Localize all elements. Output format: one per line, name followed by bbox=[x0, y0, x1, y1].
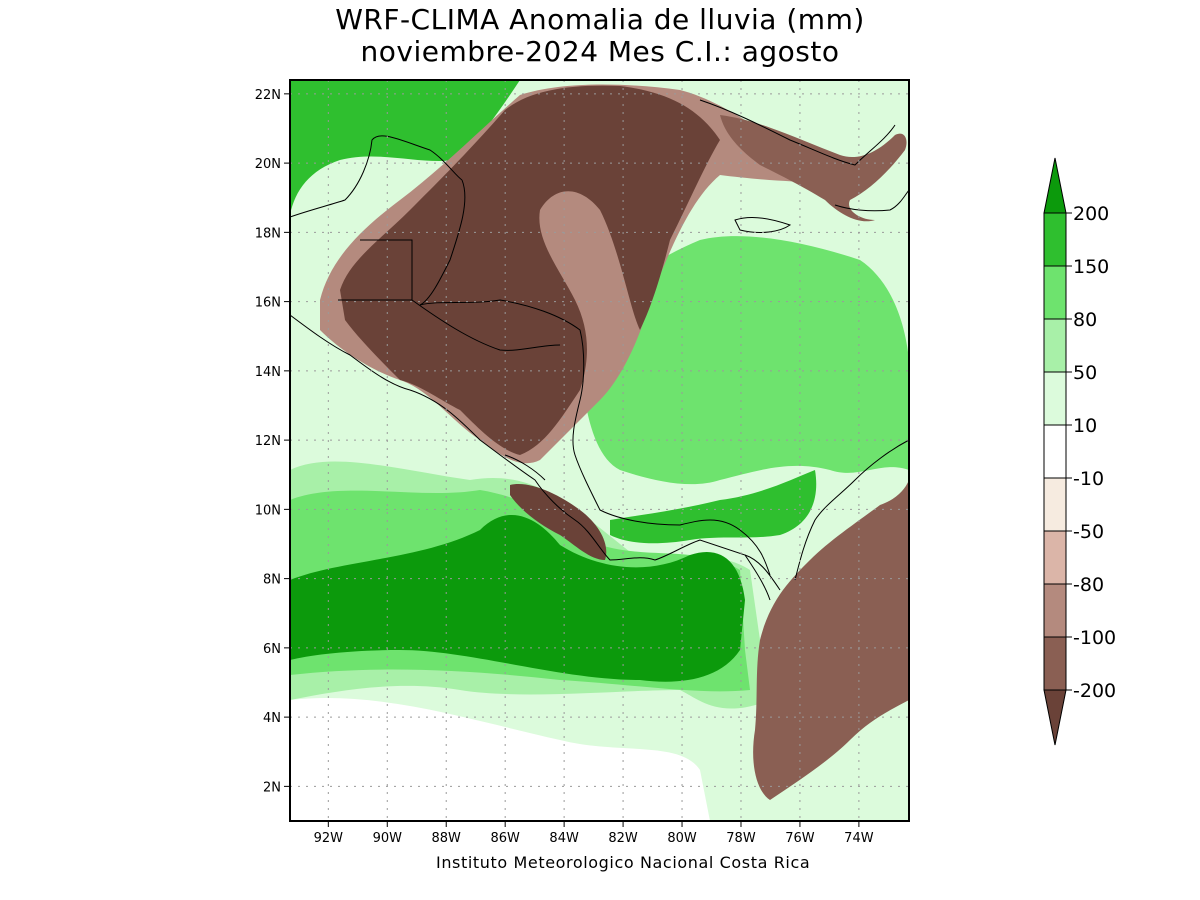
lon-tick-label: 82W bbox=[608, 831, 638, 846]
colorbar-label: -50 bbox=[1073, 521, 1104, 543]
graticule bbox=[290, 80, 909, 821]
coastline bbox=[290, 99, 909, 601]
lon-tick-label: 80W bbox=[667, 831, 697, 846]
colorbar-bin bbox=[1043, 318, 1067, 373]
lat-tick-label: 18N bbox=[255, 226, 281, 241]
lat-tick-label: 10N bbox=[255, 503, 281, 518]
lon-tick-label: 92W bbox=[314, 831, 344, 846]
colorbar-label: 50 bbox=[1073, 362, 1097, 384]
colorbar-bin bbox=[1043, 583, 1067, 638]
lat-tick-label: 12N bbox=[255, 434, 281, 449]
colorbar-top-triangle bbox=[1043, 157, 1067, 214]
lon-tick-label: 88W bbox=[432, 831, 462, 846]
colorbar-label: -100 bbox=[1073, 627, 1116, 649]
colorbar-label: 80 bbox=[1073, 309, 1097, 331]
map-title-line2: noviembre-2024 Mes C.I.: agosto bbox=[360, 35, 840, 68]
field-region-pacific-dark bbox=[290, 514, 745, 682]
colorbar-label: 150 bbox=[1073, 256, 1109, 278]
colorbar-bottom-triangle bbox=[1043, 689, 1067, 746]
lat-tick-label: 2N bbox=[263, 780, 281, 795]
lat-tick-label: 16N bbox=[255, 296, 281, 311]
colorbar-bin bbox=[1043, 212, 1067, 267]
lat-tick-label: 14N bbox=[255, 365, 281, 380]
rainfall-anomaly-field bbox=[290, 80, 909, 821]
colorbar-label: -80 bbox=[1073, 574, 1104, 596]
lat-tick-label: 8N bbox=[263, 573, 281, 588]
lat-tick-label: 20N bbox=[255, 157, 281, 172]
colorbar-bin bbox=[1043, 477, 1067, 532]
field-region-costa-rica-dry bbox=[510, 484, 607, 560]
field-region-colombia-dry bbox=[753, 480, 909, 800]
colorbar-bin bbox=[1043, 424, 1067, 479]
lon-tick-label: 86W bbox=[490, 831, 520, 846]
colorbar-label: -10 bbox=[1073, 468, 1104, 490]
lon-tick-label: 78W bbox=[726, 831, 756, 846]
field-region-nw-corner bbox=[290, 80, 520, 215]
colorbar-bin bbox=[1043, 265, 1067, 320]
lat-tick-label: 4N bbox=[263, 711, 281, 726]
colorbar-label: 200 bbox=[1073, 203, 1109, 225]
field-region-panama-wet bbox=[610, 470, 817, 544]
lon-tick-label: 84W bbox=[549, 831, 579, 846]
lon-tick-label: 90W bbox=[373, 831, 403, 846]
colorbar-bin bbox=[1043, 371, 1067, 426]
colorbar-bin bbox=[1043, 530, 1067, 585]
colorbar-label: -200 bbox=[1073, 680, 1116, 702]
lon-tick-label: 76W bbox=[785, 831, 815, 846]
colorbar-label: 10 bbox=[1073, 415, 1097, 437]
map-frame bbox=[289, 79, 910, 822]
colorbar-bin bbox=[1043, 636, 1067, 691]
longitude-axis: 92W 90W 88W 86W 84W 82W 80W 78W 76W 74W bbox=[314, 821, 874, 846]
country-borders bbox=[338, 239, 781, 591]
colorbar: 200 150 80 50 10 -10 -50 -80 -100 -200 bbox=[1043, 157, 1116, 746]
field-region-cuba-dry bbox=[720, 115, 907, 222]
field-region-south-white bbox=[290, 698, 710, 821]
map-title-line1: WRF-CLIMA Anomalia de lluvia (mm) bbox=[335, 3, 865, 36]
lat-tick-label: 6N bbox=[263, 642, 281, 657]
lat-tick-label: 22N bbox=[255, 88, 281, 103]
lon-tick-label: 74W bbox=[844, 831, 874, 846]
field-region-central-america-dry bbox=[340, 85, 720, 456]
credit-text: Instituto Meteorologico Nacional Costa R… bbox=[436, 853, 811, 872]
latitude-axis: 22N 20N 18N 16N 14N 12N 10N 8N 6N 4N 2N bbox=[255, 88, 290, 795]
